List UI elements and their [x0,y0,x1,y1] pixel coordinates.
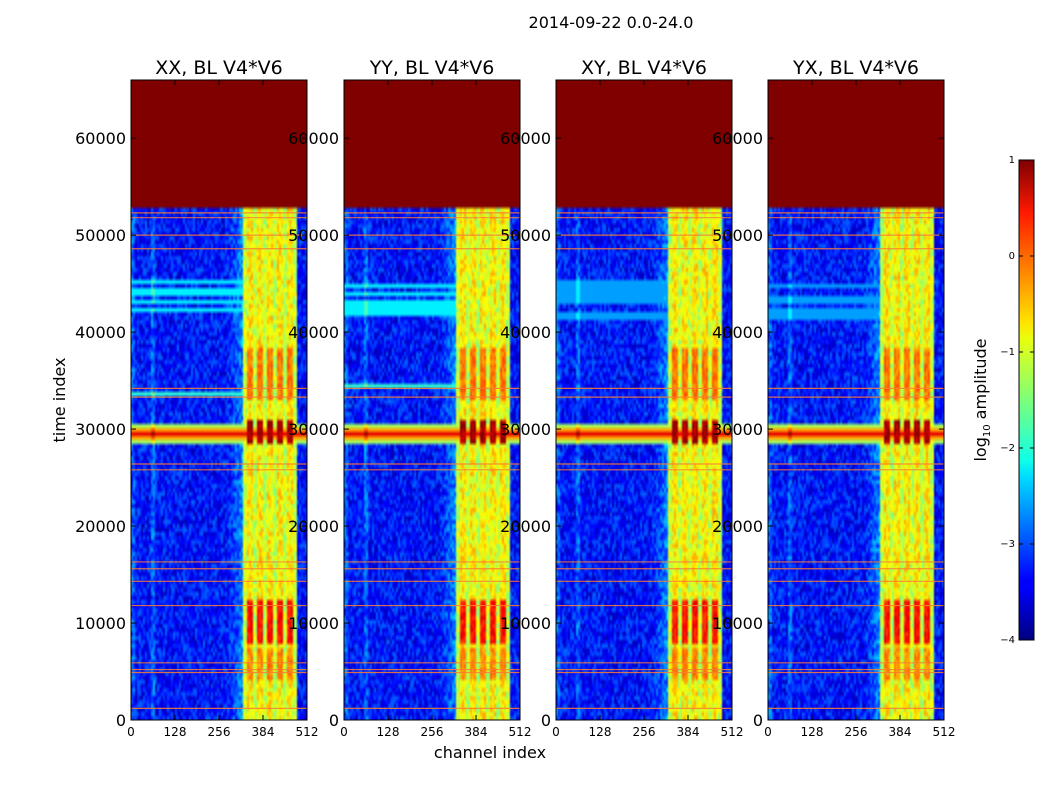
x-tick-label: 256 [633,725,656,739]
y-tick-label: 0 [116,711,126,730]
x-tick-label: 512 [509,725,532,739]
y-tick-label: 0 [329,711,339,730]
colorbar-label-sub: 10 [982,424,993,437]
y-tick-label: 30000 [75,420,126,439]
x-tick-label: 0 [552,725,560,739]
x-tick-label: 384 [889,725,912,739]
figure-suptitle: 2014-09-22 0.0-24.0 [529,13,694,32]
panel: YX, BL V4*V6 0 128 256 384 512 0 10000 20000 3000… [712,57,955,739]
y-tick-label: 40000 [288,323,339,342]
x-tick-label: 256 [845,725,868,739]
colorbar-tick-label: −2 [1000,443,1015,454]
panel: XX, BL V4*V6 0 128 256 384 512 0 10000 20000 3000… [75,57,318,739]
colorbar-tick-label: 1 [1009,155,1015,166]
y-tick-label: 20000 [500,517,551,536]
y-tick-label: 20000 [712,517,763,536]
y-tick-label: 60000 [500,129,551,148]
y-tick-label: 10000 [500,614,551,633]
panel: XY, BL V4*V6 0 128 256 384 512 0 10000 20000 3000… [500,57,743,739]
heatmap-image [768,80,944,720]
y-tick-label: 30000 [712,420,763,439]
colorbar-label-prefix: log [971,437,990,461]
heatmap-image [556,80,732,720]
y-tick-label: 20000 [288,517,339,536]
colorbar-ticks: −4 −3 −2 −1 0 1 [1000,155,1034,646]
panel-title: XX, BL V4*V6 [155,57,282,79]
colorbar: −4 −3 −2 −1 0 1 log10 amplitude [971,155,1035,646]
y-tick-label: 50000 [75,226,126,245]
x-tick-label: 512 [721,725,744,739]
colorbar-gradient [1018,159,1035,641]
x-tick-label: 256 [421,725,444,739]
y-axis-label: time index [50,357,69,442]
y-tick-label: 40000 [712,323,763,342]
y-tick-label: 60000 [712,129,763,148]
y-tick-label: 30000 [500,420,551,439]
panel-title: XY, BL V4*V6 [581,57,707,79]
colorbar-tick-label: −3 [1000,539,1015,550]
x-tick-label: 512 [296,725,319,739]
y-tick-label: 10000 [75,614,126,633]
x-tick-label: 0 [764,725,772,739]
heatmap-image [344,80,520,720]
x-tick-label: 128 [164,725,187,739]
x-tick-label: 0 [127,725,135,739]
colorbar-tick-label: 0 [1009,251,1015,262]
colorbar-label: log10 amplitude [971,338,993,461]
x-tick-label: 0 [340,725,348,739]
x-tick-label: 256 [208,725,231,739]
y-tick-label: 50000 [712,226,763,245]
heatmap-image [131,80,307,720]
x-tick-label: 384 [677,725,700,739]
y-tick-label: 20000 [75,517,126,536]
x-tick-label: 384 [465,725,488,739]
x-tick-label: 512 [933,725,956,739]
y-tick-label: 10000 [712,614,763,633]
y-tick-label: 50000 [288,226,339,245]
y-tick-label: 60000 [288,129,339,148]
x-axis-label: channel index [434,743,546,762]
y-tick-label: 40000 [75,323,126,342]
x-tick-label: 128 [589,725,612,739]
colorbar-tick-label: −4 [1000,635,1015,646]
y-tick-label: 30000 [288,420,339,439]
y-tick-label: 40000 [500,323,551,342]
y-tick-label: 50000 [500,226,551,245]
y-tick-label: 10000 [288,614,339,633]
x-tick-label: 128 [377,725,400,739]
panel: YY, BL V4*V6 0 128 256 384 512 0 10000 20000 3000… [288,57,531,739]
y-tick-label: 0 [753,711,763,730]
y-tick-label: 60000 [75,129,126,148]
panel-title: YY, BL V4*V6 [369,57,495,79]
y-tick-label: 0 [541,711,551,730]
x-tick-label: 384 [252,725,275,739]
colorbar-tick-label: −1 [1000,347,1015,358]
panel-title: YX, BL V4*V6 [792,57,919,79]
colorbar-label-suffix: amplitude [971,338,990,424]
panels: XX, BL V4*V6 0 128 256 384 512 0 10000 20000 3000… [75,57,955,739]
x-tick-label: 128 [801,725,824,739]
